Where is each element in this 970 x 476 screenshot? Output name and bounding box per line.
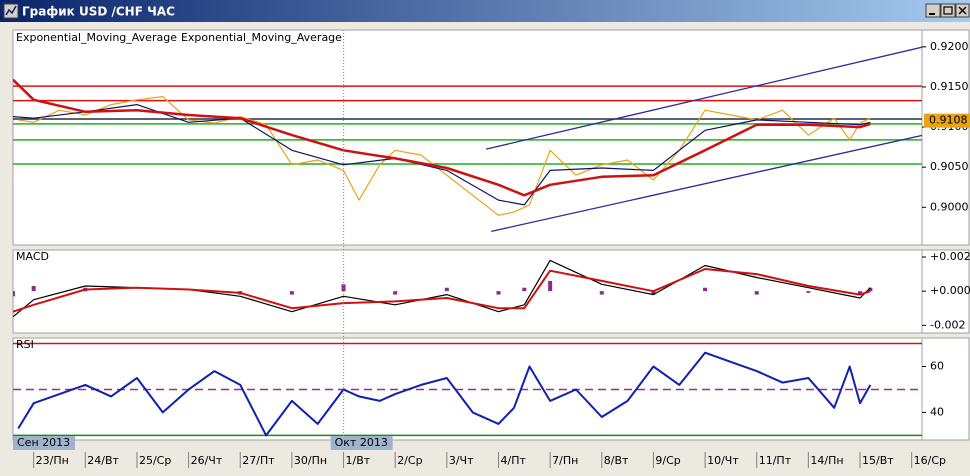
x-tick-label: 9/Ср [655, 454, 680, 467]
legend-entry: Exponential_Moving_Average [16, 31, 177, 44]
month-label: Сен 2013 [17, 436, 70, 449]
histogram-bar [599, 291, 604, 295]
minimize-button[interactable] [925, 3, 941, 18]
series-line [17, 351, 872, 437]
x-tick-label: 10/Чт [707, 454, 739, 467]
x-tick-label: 14/Пн [810, 454, 843, 467]
y-tick-label: +0.002 [930, 250, 970, 263]
trend-line [485, 46, 922, 150]
x-tick-label: 25/Ср [139, 454, 171, 467]
trend-line [491, 134, 922, 232]
plot-area [13, 342, 922, 437]
maximize-glyph [943, 6, 953, 15]
histogram-bar [13, 291, 15, 297]
series-line [13, 268, 871, 313]
x-tick-label: 3/Чт [449, 454, 474, 467]
x-tick-label: 24/Вт [87, 454, 119, 467]
price-axis [921, 337, 970, 441]
price-axis [921, 29, 970, 246]
y-tick-label: 0.9150 [930, 80, 969, 93]
series-line [18, 96, 871, 216]
x-tick-label: 15/Вт [862, 454, 894, 467]
legend-entry: Exponential_Moving_Average [181, 31, 342, 44]
x-tick-label: 2/Ср [397, 454, 422, 467]
maximize-button-face[interactable] [940, 3, 956, 18]
histogram-bar [31, 286, 36, 292]
plot-area [13, 46, 922, 232]
month-label-box [330, 436, 393, 450]
histogram-bar [444, 287, 449, 292]
y-tick-label: +0.000 [930, 284, 970, 297]
y-tick-label: 0.9000 [930, 200, 969, 213]
panel [12, 249, 923, 334]
x-tick-label: 7/Пн [552, 454, 578, 467]
y-tick-label: 0.9050 [930, 160, 969, 173]
x-tick-label: 30/Пн [294, 454, 327, 467]
histogram-bar [703, 287, 708, 292]
histogram-bar [289, 291, 294, 295]
window-icon-glyph [5, 5, 17, 16]
close-button[interactable] [955, 3, 970, 18]
histogram-bar [868, 287, 873, 292]
series-line [13, 78, 871, 197]
x-tick-label: 8/Вт [604, 454, 629, 467]
histogram-bar [548, 280, 553, 292]
window-title: График USD /CHF ЧАС [22, 5, 175, 19]
y-tick-label: 40 [930, 405, 944, 418]
y-tick-label: 60 [930, 359, 944, 372]
y-tick-label: -0.002 [930, 318, 965, 331]
title-bar [0, 0, 970, 22]
histogram-bar [341, 284, 346, 292]
month-label: Окт 2013 [335, 436, 388, 449]
price-axis [921, 249, 970, 334]
panel-title: MACD [16, 250, 49, 263]
x-tick-label: 16/Ср [914, 454, 946, 467]
x-tick-label: 1/Вт [346, 454, 371, 467]
y-tick-label: 0.9200 [930, 40, 969, 53]
histogram-bar [496, 291, 501, 295]
histogram-bar [858, 291, 863, 295]
panel-title: RSI [16, 338, 34, 351]
x-tick-label: 11/Пт [759, 454, 792, 467]
x-tick-label: 26/Чт [191, 454, 223, 467]
x-tick-label: 27/Пт [242, 454, 275, 467]
series-line [13, 104, 871, 206]
histogram-bar [651, 291, 656, 295]
panel [12, 29, 923, 246]
x-tick-label: 4/Пт [500, 454, 526, 467]
histogram-bar [522, 287, 527, 292]
month-label-box [13, 436, 75, 450]
close-glyph [958, 6, 967, 15]
histogram-bar [806, 291, 811, 293]
last-price-box [924, 113, 970, 128]
minimize-button-face[interactable] [925, 3, 941, 18]
x-tick-label: 23/Пн [36, 454, 69, 467]
histogram-bar [754, 291, 759, 295]
maximize-button[interactable] [940, 3, 956, 18]
plot-area [13, 259, 873, 318]
histogram-bar [393, 291, 398, 295]
last-price-label: 0.9108 [929, 114, 968, 127]
